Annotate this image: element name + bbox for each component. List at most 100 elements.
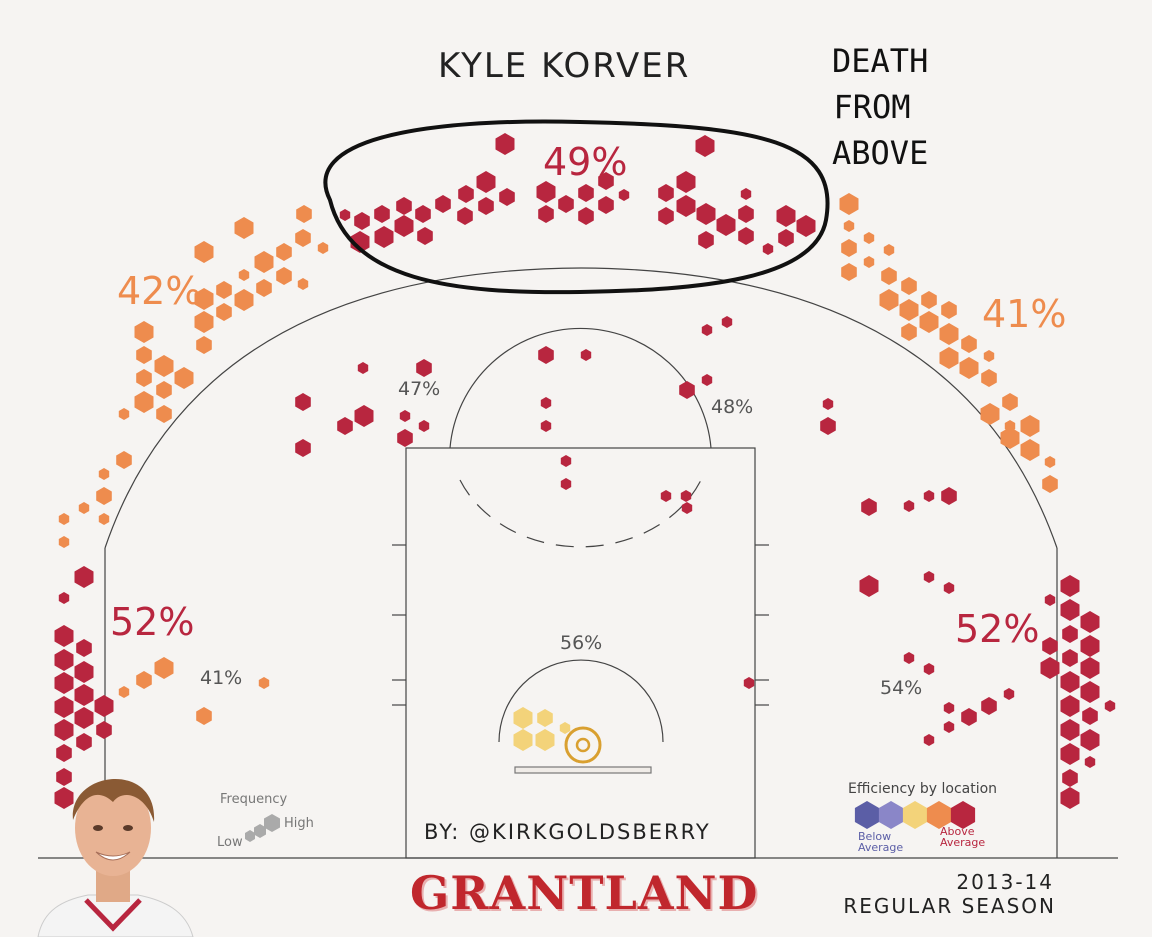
shot-hex [1080,611,1100,633]
shot-hex [540,420,552,432]
shot-hex [478,197,494,215]
shot-hex [156,405,172,423]
shot-hex [295,439,311,457]
shot-hex [676,195,696,217]
shot-hex [495,133,515,155]
tagline-line-1: DEATH [832,42,929,80]
shot-hex [54,719,74,741]
shot-hex [1060,599,1080,621]
shot-hex [1060,719,1080,741]
shot-hex [598,196,614,214]
shot-hex [941,301,957,319]
shot-hex [354,405,374,427]
shot-hex [658,207,674,225]
player-smile [95,851,131,861]
shot-hex [980,403,1000,425]
shot-hex [397,429,413,447]
shot-hex [861,498,877,516]
shot-hex [116,451,132,469]
shot-hex [1062,649,1078,667]
shot-hex [216,281,232,299]
shot-hex [716,214,736,236]
shot-hex [513,729,533,751]
shot-hex [1042,637,1058,655]
shot-hex [921,291,937,309]
shot-hex [903,500,915,512]
shot-hex [54,649,74,671]
shot-hex [499,188,515,206]
shot-hex [1080,729,1100,751]
tagline-line-3: ABOVE [832,134,929,172]
shot-hex [350,231,370,253]
zone-pct-restricted: 56% [560,632,603,654]
shot-hex [536,181,556,203]
player-eye-right [123,825,133,831]
shot-hex [295,393,311,411]
shot-hex [839,193,859,215]
shot-hex [943,702,955,714]
shot-hex [1062,769,1078,787]
shot-hex [738,205,754,223]
zone-pct-left-corner: 52% [110,600,195,644]
shot-hex [1104,700,1116,712]
shot-hex [859,575,879,597]
shot-hex [660,490,672,502]
shot-hex [981,369,997,387]
shot-hex [983,350,995,362]
shot-hex [658,184,674,202]
shot-hex [98,513,110,525]
shot-hex [1080,657,1100,679]
shot-hex [981,697,997,715]
shot-hex [558,195,574,213]
player-name: KYLE KORVER [438,46,691,86]
shot-hex [1060,743,1080,765]
shot-hex [457,207,473,225]
shot-hex [841,239,857,257]
shot-hex [1003,688,1015,700]
shot-hex [822,398,834,410]
shot-hex [820,417,836,435]
court-lines [38,267,1118,859]
shot-hex [196,707,212,725]
brand-logo: GRANTLAND [410,866,759,920]
zone-pct-right-wing: 41% [982,292,1067,336]
highlight-loop [323,119,830,295]
frequency-legend-hexes [245,814,280,842]
shot-hex [901,277,917,295]
shot-hex [58,592,70,604]
shot-hex [959,357,979,379]
shot-hex [696,203,716,225]
shot-hex [76,639,92,657]
shot-hex [194,311,214,333]
shot-hex [354,212,370,230]
player-face [75,780,151,876]
shot-hex [1020,439,1040,461]
shot-hex [1060,671,1080,693]
shot-hex [776,205,796,227]
shot-hex [943,721,955,733]
shot-hex [418,420,430,432]
shot-hex [1040,657,1060,679]
shot-hex [762,243,774,255]
shot-hex [681,502,693,514]
rim-inner [575,737,591,753]
zone-pct-right-elbow: 48% [711,396,754,418]
shot-hex [560,478,572,490]
byline: BY: @KIRKGOLDSBERRY [424,820,711,844]
shot-hex [1042,475,1058,493]
frequency-legend-title: Frequency [220,792,288,807]
shot-hex [136,346,152,364]
frequency-legend-low: Low [217,835,243,850]
shot-hex [295,229,311,247]
shot-hex [337,417,353,435]
shot-hex [78,502,90,514]
player-hair [72,778,155,822]
zone-pct-right-corner: 52% [955,607,1040,651]
shot-hex [458,185,474,203]
shot-hex [941,487,957,505]
shot-hex [879,289,899,311]
shot-hex [174,367,194,389]
efficiency-legend-below: Below Average [858,830,904,854]
shot-hex [54,625,74,647]
zone-pct-left-wing: 42% [117,269,202,313]
